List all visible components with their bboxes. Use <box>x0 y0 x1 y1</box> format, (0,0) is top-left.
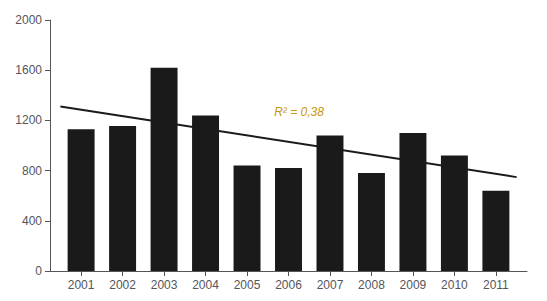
svg-text:2011: 2011 <box>483 278 509 292</box>
svg-text:2006: 2006 <box>275 278 302 292</box>
svg-text:2005: 2005 <box>234 278 261 292</box>
svg-text:2007: 2007 <box>317 278 344 292</box>
svg-text:2001: 2001 <box>68 278 95 292</box>
svg-text:2009: 2009 <box>400 278 427 292</box>
svg-text:2010: 2010 <box>441 278 468 292</box>
svg-text:1600: 1600 <box>15 63 42 77</box>
svg-text:0: 0 <box>35 264 42 278</box>
svg-text:2004: 2004 <box>192 278 219 292</box>
svg-text:2000: 2000 <box>15 13 42 27</box>
svg-text:400: 400 <box>22 214 42 228</box>
svg-text:R² = 0,38: R² = 0,38 <box>274 105 324 119</box>
svg-text:2002: 2002 <box>109 278 136 292</box>
svg-text:2008: 2008 <box>358 278 385 292</box>
svg-text:800: 800 <box>22 164 42 178</box>
svg-text:1200: 1200 <box>15 113 42 127</box>
svg-text:2003: 2003 <box>151 278 178 292</box>
